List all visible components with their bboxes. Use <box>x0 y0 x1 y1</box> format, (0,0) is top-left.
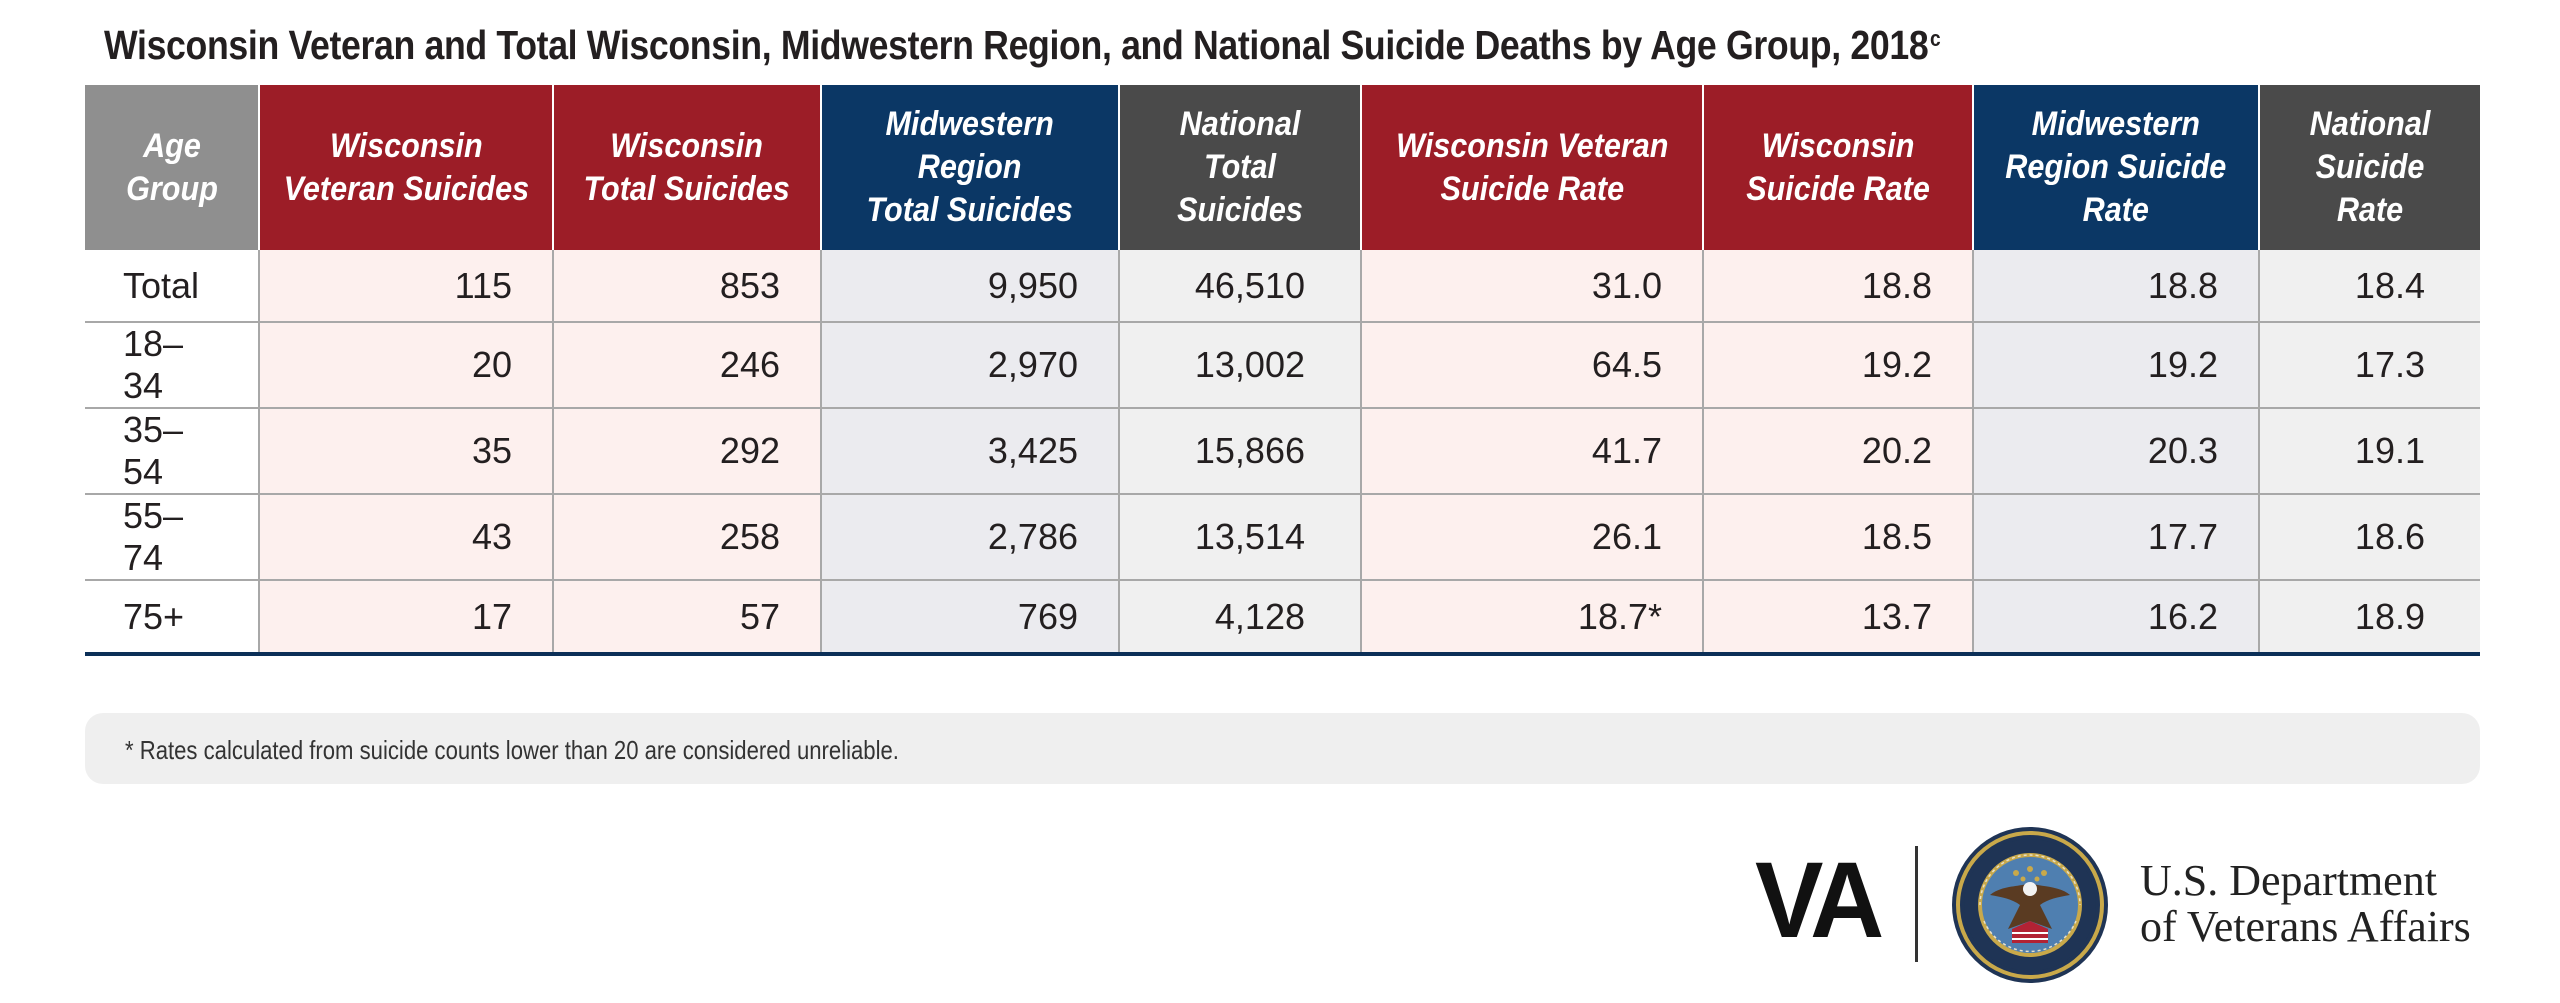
department-name: U.S. Department of Veterans Affairs <box>2140 858 2471 950</box>
va-logo: VA <box>1755 839 1884 960</box>
cell-age-group: 75+ <box>85 579 260 654</box>
header-midwest-total-suicides: Midwestern Region Total Suicides <box>821 85 1120 250</box>
department-line-1: U.S. Department <box>2140 856 2437 905</box>
table-row: Total 115 853 9,950 46,510 31.0 18.8 18.… <box>85 250 2480 322</box>
cell-age-group: 55–74 <box>85 493 260 580</box>
cell-national-total-suicides: 15,866 <box>1119 407 1362 494</box>
cell-midwest-rate: 16.2 <box>1973 579 2260 654</box>
cell-wi-total-suicides: 258 <box>553 493 822 580</box>
cell-midwest-total-suicides: 2,970 <box>821 321 1120 408</box>
cell-midwest-rate: 17.7 <box>1973 493 2260 580</box>
cell-wi-veteran-suicides: 20 <box>259 321 554 408</box>
suicide-data-table: Age Group Wisconsin Veteran Suicides Wisco… <box>85 85 2480 656</box>
cell-midwest-rate: 18.8 <box>1973 250 2260 322</box>
cell-wi-rate: 13.7 <box>1703 579 1974 654</box>
cell-wi-veteran-rate: 31.0 <box>1361 250 1704 322</box>
cell-national-rate: 18.9 <box>2259 579 2480 654</box>
cell-midwest-rate: 19.2 <box>1973 321 2260 408</box>
header-midwest-rate: Midwestern Region Suicide Rate <box>1973 85 2260 250</box>
table-row: 75+ 17 57 769 4,128 18.7* 13.7 16.2 18.9 <box>85 579 2480 654</box>
header-national-rate: National Suicide Rate <box>2259 85 2480 250</box>
footnote-box: * Rates calculated from suicide counts l… <box>85 713 2480 784</box>
cell-national-total-suicides: 46,510 <box>1119 250 1362 322</box>
header-wi-veteran-rate: Wisconsin Veteran Suicide Rate <box>1361 85 1704 250</box>
cell-wi-veteran-suicides: 17 <box>259 579 554 654</box>
cell-national-rate: 17.3 <box>2259 321 2480 408</box>
logo-divider <box>1915 846 1918 962</box>
va-seal-icon <box>1952 827 2108 983</box>
cell-national-total-suicides: 13,002 <box>1119 321 1362 408</box>
cell-national-total-suicides: 4,128 <box>1119 579 1362 654</box>
header-national-total-suicides: National Total Suicides <box>1119 85 1362 250</box>
cell-wi-veteran-suicides: 115 <box>259 250 554 322</box>
cell-wi-rate: 18.5 <box>1703 493 1974 580</box>
cell-wi-veteran-suicides: 35 <box>259 407 554 494</box>
cell-wi-veteran-suicides: 43 <box>259 493 554 580</box>
cell-wi-total-suicides: 246 <box>553 321 822 408</box>
cell-national-rate: 18.4 <box>2259 250 2480 322</box>
title-superscript: c <box>1930 26 1941 51</box>
cell-age-group: 35–54 <box>85 407 260 494</box>
department-line-2: of Veterans Affairs <box>2140 902 2471 951</box>
footnote-text: * Rates calculated from suicide counts l… <box>125 735 899 765</box>
header-wi-veteran-suicides: Wisconsin Veteran Suicides <box>259 85 554 250</box>
cell-wi-veteran-rate: 26.1 <box>1361 493 1704 580</box>
cell-midwest-total-suicides: 769 <box>821 579 1120 654</box>
page-title: Wisconsin Veteran and Total Wisconsin, M… <box>104 22 1941 69</box>
cell-age-group: 18–34 <box>85 321 260 408</box>
cell-midwest-total-suicides: 9,950 <box>821 250 1120 322</box>
table-header-row: Age Group Wisconsin Veteran Suicides Wisco… <box>85 85 2480 250</box>
cell-wi-rate: 18.8 <box>1703 250 1974 322</box>
header-wi-total-suicides: Wisconsin Total Suicides <box>553 85 822 250</box>
cell-midwest-rate: 20.3 <box>1973 407 2260 494</box>
cell-wi-total-suicides: 853 <box>553 250 822 322</box>
table-row: 55–74 43 258 2,786 13,514 26.1 18.5 17.7… <box>85 493 2480 580</box>
cell-wi-veteran-rate: 41.7 <box>1361 407 1704 494</box>
table-row: 35–54 35 292 3,425 15,866 41.7 20.2 20.3… <box>85 407 2480 494</box>
cell-wi-total-suicides: 57 <box>553 579 822 654</box>
header-age-group: Age Group <box>85 85 260 250</box>
table-row: 18–34 20 246 2,970 13,002 64.5 19.2 19.2… <box>85 321 2480 408</box>
cell-midwest-total-suicides: 3,425 <box>821 407 1120 494</box>
title-text: Wisconsin Veteran and Total Wisconsin, M… <box>104 22 1929 68</box>
cell-wi-veteran-rate: 64.5 <box>1361 321 1704 408</box>
cell-wi-veteran-rate: 18.7* <box>1361 579 1704 654</box>
cell-national-total-suicides: 13,514 <box>1119 493 1362 580</box>
cell-wi-rate: 20.2 <box>1703 407 1974 494</box>
cell-national-rate: 19.1 <box>2259 407 2480 494</box>
cell-national-rate: 18.6 <box>2259 493 2480 580</box>
header-wi-rate: Wisconsin Suicide Rate <box>1703 85 1974 250</box>
cell-wi-rate: 19.2 <box>1703 321 1974 408</box>
cell-wi-total-suicides: 292 <box>553 407 822 494</box>
cell-age-group: Total <box>85 250 260 322</box>
cell-midwest-total-suicides: 2,786 <box>821 493 1120 580</box>
